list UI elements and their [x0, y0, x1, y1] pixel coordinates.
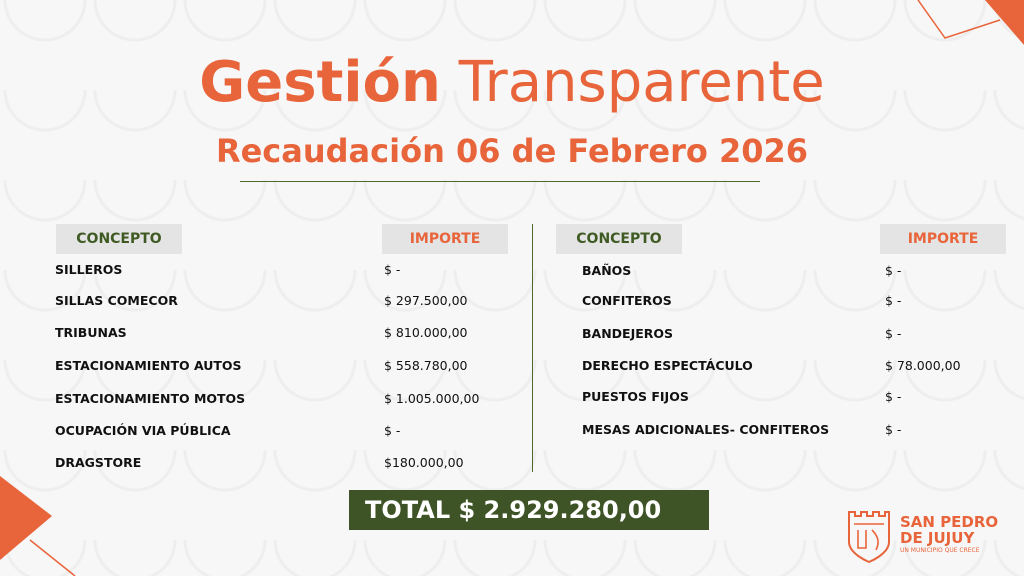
concept-right-0: BAÑOS	[582, 263, 632, 278]
logo-line2: DE JUJUY	[900, 529, 975, 547]
header-importe-left: IMPORTE	[382, 224, 508, 254]
concept-left-3: ESTACIONAMIENTO AUTOS	[55, 358, 242, 373]
title-light: Transparente	[458, 50, 825, 115]
amount-left-1: $ 297.500,00	[384, 293, 468, 308]
column-divider	[532, 224, 533, 472]
amount-right-0: $ -	[885, 263, 902, 278]
amount-left-0: $ -	[384, 262, 401, 277]
corner-triangle-top	[960, 0, 1024, 45]
amount-left-6: $180.000,00	[384, 455, 464, 470]
concept-left-2: TRIBUNAS	[55, 325, 127, 340]
title-bold: Gestión	[199, 50, 441, 115]
logo-tagline: UN MUNICIPIO QUE CRECE	[900, 547, 980, 554]
page-title: Gestión Transparente	[0, 48, 1024, 118]
concept-left-4: ESTACIONAMIENTO MOTOS	[55, 391, 246, 406]
concept-right-1: CONFITEROS	[582, 293, 672, 308]
corner-outline-bottom	[29, 539, 76, 576]
amount-left-4: $ 1.005.000,00	[384, 391, 480, 406]
concept-left-1: SILLAS COMECOR	[55, 293, 178, 308]
logo-line1: SAN PEDRO	[900, 513, 999, 531]
logo-text: SAN PEDRO DE JUJUY UN MUNICIPIO QUE CREC…	[900, 514, 998, 555]
header-concepto-right: CONCEPTO	[556, 224, 682, 254]
amount-left-2: $ 810.000,00	[384, 325, 468, 340]
concept-left-0: SILLEROS	[55, 262, 123, 277]
amount-left-3: $ 558.780,00	[384, 358, 468, 373]
concept-right-3: DERECHO ESPECTÁCULO	[582, 358, 753, 373]
amount-right-1: $ -	[885, 293, 902, 308]
amount-right-5: $ -	[885, 422, 902, 437]
concept-left-6: DRAGSTORE	[55, 455, 142, 470]
divider	[240, 181, 760, 182]
total-box: TOTAL $ 2.929.280,00	[349, 490, 709, 530]
header-concepto-left: CONCEPTO	[56, 224, 182, 254]
corner-outline-top	[917, 0, 1001, 39]
municipal-shield-logo	[848, 511, 890, 564]
concept-left-5: OCUPACIÓN VIA PÚBLICA	[55, 423, 231, 438]
amount-right-3: $ 78.000,00	[885, 358, 961, 373]
corner-triangle-bottom	[0, 476, 52, 560]
concept-right-2: BANDEJEROS	[582, 326, 674, 341]
amount-right-4: $ -	[885, 389, 902, 404]
header-importe-right: IMPORTE	[880, 224, 1006, 254]
amount-left-5: $ -	[384, 423, 401, 438]
concept-right-5: MESAS ADICIONALES- CONFITEROS	[582, 422, 830, 437]
page-subtitle: Recaudación 06 de Febrero 2026	[215, 132, 809, 170]
concept-right-4: PUESTOS FIJOS	[582, 389, 689, 404]
amount-right-2: $ -	[885, 326, 902, 341]
